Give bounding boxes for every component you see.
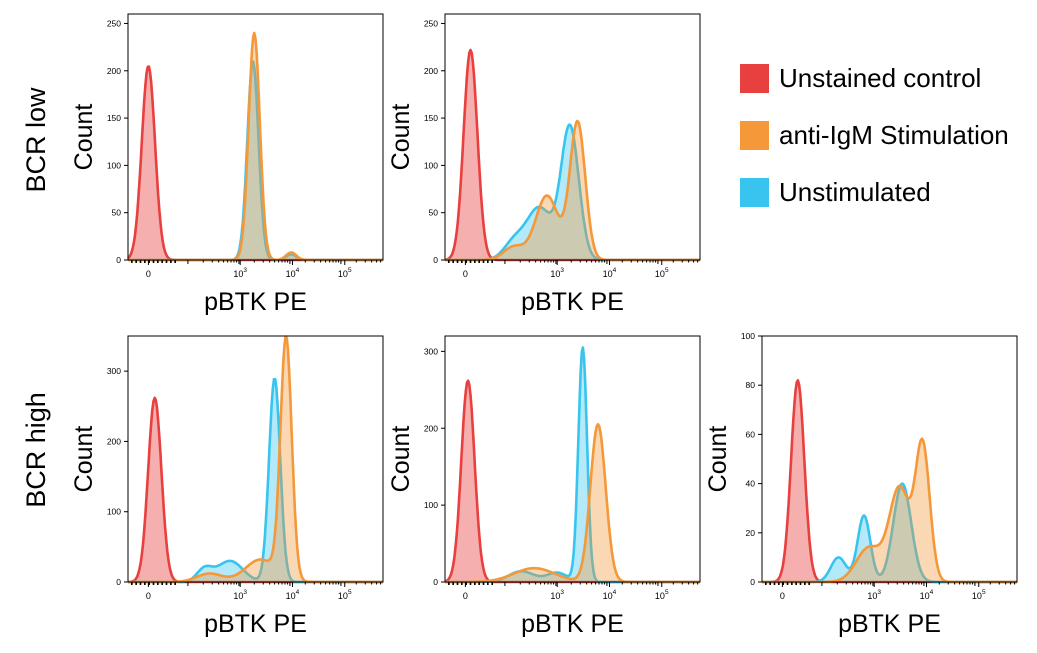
x-tick-label: 0 xyxy=(463,269,468,279)
x-tick-label: 103 xyxy=(233,267,247,279)
series-line-unstimulated xyxy=(444,346,701,584)
y-tick-label: 0 xyxy=(116,577,121,587)
y-tick-label: 60 xyxy=(746,429,756,439)
plot-frame xyxy=(761,335,1018,583)
series-area-unstained xyxy=(128,397,383,582)
legend-item-unstained: Unstained control xyxy=(740,60,1009,96)
legend-label-unstimulated: Unstimulated xyxy=(779,176,931,207)
x-axis-title: pBTK PE xyxy=(204,610,307,638)
x-tick-label: 103 xyxy=(550,589,564,601)
y-tick-label: 200 xyxy=(107,66,121,76)
y-tick-label: 100 xyxy=(424,160,438,170)
series-area-unstained xyxy=(445,50,700,260)
y-tick-label: 100 xyxy=(741,331,755,341)
series-area-unstimulated xyxy=(445,124,700,260)
y-tick-label: 150 xyxy=(107,113,121,123)
y-axis-title: Count xyxy=(70,104,98,171)
legend-swatch-stimulation xyxy=(740,120,769,150)
legend-label-stimulation: anti-IgM Stimulation xyxy=(779,119,1009,150)
y-tick-label: 250 xyxy=(107,18,121,28)
x-tick-label: 104 xyxy=(286,589,300,601)
legend: Unstained control anti-IgM Stimulation U… xyxy=(740,60,1009,231)
x-tick-label: 0 xyxy=(146,269,151,279)
x-tick-label: 105 xyxy=(972,589,986,601)
y-tick-label: 0 xyxy=(750,577,755,587)
y-tick-label: 0 xyxy=(433,255,438,265)
series-area-unstained xyxy=(762,380,1017,582)
x-tick-label: 103 xyxy=(233,589,247,601)
x-tick-label: 105 xyxy=(338,589,352,601)
x-tick-label: 105 xyxy=(338,267,352,279)
x-tick-label: 104 xyxy=(286,267,300,279)
x-axis-title: pBTK PE xyxy=(838,610,941,638)
x-tick-label: 103 xyxy=(867,589,881,601)
y-tick-label: 100 xyxy=(107,160,121,170)
histogram-panel-5: 0 20 40 60 80 100 0 103 104 105 pBTK PE Count xyxy=(704,331,1018,638)
histogram-panel-2: 0 50 100 150 200 250 0 103 104 105 pBTK PE Count xyxy=(387,13,701,316)
y-tick-label: 50 xyxy=(112,208,122,218)
x-axis-title: pBTK PE xyxy=(521,610,624,638)
series-area-antiigm xyxy=(128,33,383,260)
y-tick-label: 200 xyxy=(107,436,121,446)
y-tick-label: 250 xyxy=(424,18,438,28)
plot-frame xyxy=(127,13,384,261)
x-tick-label: 104 xyxy=(920,589,934,601)
y-tick-label: 200 xyxy=(424,423,438,433)
y-tick-label: 0 xyxy=(116,255,121,265)
y-tick-label: 200 xyxy=(424,66,438,76)
plot-frame xyxy=(444,13,701,261)
legend-swatch-unstimulated xyxy=(740,177,769,207)
x-tick-label: 105 xyxy=(655,589,669,601)
plot-frame xyxy=(127,335,384,583)
y-axis-title: Count xyxy=(70,426,98,493)
y-tick-label: 150 xyxy=(424,113,438,123)
legend-item-unstimulated: Unstimulated xyxy=(740,174,1009,210)
y-tick-label: 100 xyxy=(424,500,438,510)
row-label-bcr-high: BCR high xyxy=(21,392,51,508)
x-tick-label: 104 xyxy=(603,589,617,601)
plot-frame xyxy=(444,335,701,583)
x-tick-label: 105 xyxy=(655,267,669,279)
x-axis-title: pBTK PE xyxy=(521,288,624,316)
y-tick-label: 50 xyxy=(429,208,439,218)
x-tick-label: 0 xyxy=(780,591,785,601)
y-tick-label: 20 xyxy=(746,528,756,538)
histogram-panel-3: 0 100 200 300 0 103 104 105 pBTK PE Count xyxy=(70,335,384,638)
legend-label-unstained: Unstained control xyxy=(779,62,982,93)
series-area-unstimulated xyxy=(445,347,700,582)
x-tick-label: 104 xyxy=(603,267,617,279)
histogram-panel-4: 0 100 200 300 0 103 104 105 pBTK PE Count xyxy=(387,335,701,638)
x-axis-title: pBTK PE xyxy=(204,288,307,316)
series-area-unstimulated xyxy=(762,483,1017,582)
y-tick-label: 300 xyxy=(107,366,121,376)
legend-item-stimulation: anti-IgM Stimulation xyxy=(740,117,1009,153)
y-axis-title: Count xyxy=(387,426,415,493)
y-axis-title: Count xyxy=(704,426,732,493)
series-area-antiigm xyxy=(445,121,700,260)
x-tick-label: 0 xyxy=(146,591,151,601)
y-tick-label: 40 xyxy=(746,479,756,489)
legend-swatch-unstained xyxy=(740,63,769,93)
y-tick-label: 300 xyxy=(424,346,438,356)
row-label-bcr-low: BCR low xyxy=(21,87,51,193)
histogram-panel-1: 0 50 100 150 200 250 0 103 104 105 pBTK PE Count xyxy=(70,13,384,316)
x-tick-label: 0 xyxy=(463,591,468,601)
x-tick-label: 103 xyxy=(550,267,564,279)
series-area-antiigm xyxy=(762,438,1017,582)
series-area-unstained xyxy=(128,66,383,260)
y-tick-label: 0 xyxy=(433,577,438,587)
y-axis-title: Count xyxy=(387,104,415,171)
series-area-unstimulated xyxy=(128,61,383,260)
y-tick-label: 80 xyxy=(746,380,756,390)
y-tick-label: 100 xyxy=(107,507,121,517)
